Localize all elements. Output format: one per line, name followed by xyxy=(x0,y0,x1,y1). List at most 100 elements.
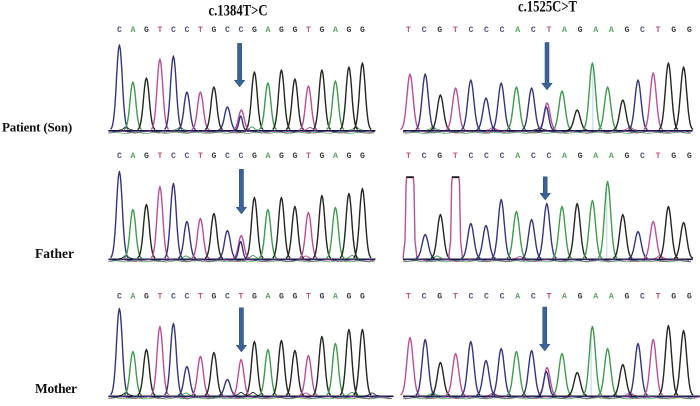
svg-text:C: C xyxy=(225,292,230,301)
svg-text:T: T xyxy=(546,292,551,301)
svg-text:C: C xyxy=(500,152,505,161)
svg-text:A: A xyxy=(562,292,567,301)
svg-text:A: A xyxy=(609,26,614,35)
svg-text:C: C xyxy=(531,292,536,301)
svg-text:C: C xyxy=(225,26,230,35)
svg-text:C: C xyxy=(484,26,489,35)
svg-text:T: T xyxy=(406,152,411,161)
svg-text:Patient (Son): Patient (Son) xyxy=(2,120,72,135)
svg-text:A: A xyxy=(333,152,338,161)
svg-text:C: C xyxy=(484,152,489,161)
svg-text:C: C xyxy=(238,26,243,35)
svg-text:T: T xyxy=(656,152,661,161)
svg-text:G: G xyxy=(624,152,629,161)
svg-text:G: G xyxy=(671,26,676,35)
svg-text:A: A xyxy=(609,152,614,161)
svg-text:T: T xyxy=(306,26,311,35)
svg-text:A: A xyxy=(265,292,270,301)
svg-text:G: G xyxy=(624,26,629,35)
svg-text:T: T xyxy=(238,292,243,301)
svg-text:C: C xyxy=(546,152,551,161)
svg-text:T: T xyxy=(453,26,458,35)
svg-text:A: A xyxy=(265,26,270,35)
svg-text:C: C xyxy=(184,26,189,35)
svg-text:G: G xyxy=(211,26,216,35)
svg-text:G: G xyxy=(252,292,257,301)
svg-text:C: C xyxy=(500,292,505,301)
svg-text:T: T xyxy=(453,292,458,301)
svg-text:G: G xyxy=(279,292,284,301)
svg-text:G: G xyxy=(144,26,149,35)
svg-text:A: A xyxy=(130,292,135,301)
svg-text:G: G xyxy=(687,152,692,161)
svg-text:C: C xyxy=(117,152,122,161)
svg-text:G: G xyxy=(292,26,297,35)
svg-text:A: A xyxy=(130,152,135,161)
svg-text:C: C xyxy=(484,292,489,301)
svg-text:G: G xyxy=(360,152,365,161)
svg-text:G: G xyxy=(437,292,442,301)
svg-text:C: C xyxy=(531,26,536,35)
svg-text:G: G xyxy=(144,292,149,301)
svg-text:T: T xyxy=(453,152,458,161)
svg-text:C: C xyxy=(422,292,427,301)
svg-text:C: C xyxy=(184,152,189,161)
svg-text:Father: Father xyxy=(35,246,74,261)
svg-text:C: C xyxy=(468,292,473,301)
svg-text:G: G xyxy=(252,26,257,35)
svg-text:T: T xyxy=(198,26,203,35)
svg-text:C: C xyxy=(468,26,473,35)
svg-text:G: G xyxy=(252,152,257,161)
svg-text:C: C xyxy=(117,26,122,35)
svg-text:C: C xyxy=(184,292,189,301)
svg-text:C: C xyxy=(640,26,645,35)
svg-text:c.1384T>C: c.1384T>C xyxy=(208,2,267,19)
svg-text:T: T xyxy=(157,152,162,161)
svg-text:G: G xyxy=(578,292,583,301)
svg-text:C: C xyxy=(500,26,505,35)
svg-text:C: C xyxy=(640,292,645,301)
svg-text:G: G xyxy=(624,292,629,301)
svg-text:A: A xyxy=(333,26,338,35)
svg-text:C: C xyxy=(171,26,176,35)
svg-text:G: G xyxy=(578,26,583,35)
svg-text:A: A xyxy=(515,26,520,35)
svg-text:G: G xyxy=(319,152,324,161)
svg-text:A: A xyxy=(562,26,567,35)
svg-text:A: A xyxy=(562,152,567,161)
svg-text:G: G xyxy=(360,26,365,35)
svg-text:A: A xyxy=(265,152,270,161)
svg-text:c.1525C>T: c.1525C>T xyxy=(518,0,578,16)
svg-text:T: T xyxy=(198,152,203,161)
svg-text:A: A xyxy=(515,152,520,161)
svg-text:G: G xyxy=(437,26,442,35)
svg-text:T: T xyxy=(406,292,411,301)
svg-text:G: G xyxy=(346,26,351,35)
svg-text:C: C xyxy=(640,152,645,161)
svg-text:G: G xyxy=(578,152,583,161)
svg-text:G: G xyxy=(211,152,216,161)
svg-text:C: C xyxy=(422,152,427,161)
svg-text:C: C xyxy=(531,152,536,161)
svg-text:Mother: Mother xyxy=(35,381,77,396)
svg-text:T: T xyxy=(656,26,661,35)
svg-text:G: G xyxy=(319,292,324,301)
svg-text:G: G xyxy=(319,26,324,35)
svg-text:G: G xyxy=(292,152,297,161)
svg-text:T: T xyxy=(157,292,162,301)
svg-text:C: C xyxy=(117,292,122,301)
svg-text:A: A xyxy=(593,26,598,35)
svg-text:A: A xyxy=(515,292,520,301)
svg-text:A: A xyxy=(333,292,338,301)
svg-text:A: A xyxy=(593,152,598,161)
svg-text:T: T xyxy=(546,26,551,35)
svg-text:C: C xyxy=(171,152,176,161)
svg-text:T: T xyxy=(406,26,411,35)
svg-text:G: G xyxy=(279,26,284,35)
svg-text:G: G xyxy=(346,152,351,161)
svg-text:C: C xyxy=(238,152,243,161)
svg-text:G: G xyxy=(671,292,676,301)
svg-text:G: G xyxy=(292,292,297,301)
svg-text:C: C xyxy=(171,292,176,301)
svg-text:T: T xyxy=(656,292,661,301)
